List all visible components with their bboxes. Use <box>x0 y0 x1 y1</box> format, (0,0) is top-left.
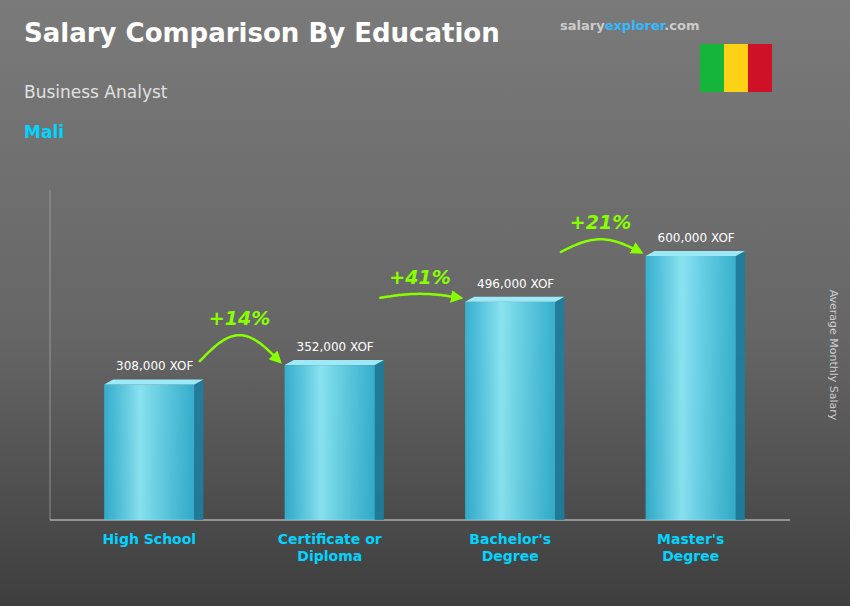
arcs <box>200 239 640 361</box>
x-tick-label: Master'sDegree <box>657 531 724 564</box>
source-part: salary <box>560 18 605 33</box>
y-axis-label: Average Monthly Salary <box>827 290 840 421</box>
flag-stripe <box>724 44 748 92</box>
bar-group <box>285 360 384 520</box>
data-label: 308,000 XOF <box>116 359 193 373</box>
data-label: 600,000 XOF <box>658 231 735 245</box>
bar-group <box>465 297 564 520</box>
flag-stripe <box>748 44 772 92</box>
source: salaryexplorer.com <box>560 18 699 33</box>
bar-top <box>465 297 564 302</box>
annotation: +21% <box>570 211 631 233</box>
bar-side <box>555 297 564 520</box>
x-tick-label: Bachelor'sDegree <box>469 531 551 564</box>
chart-container: Salary Comparison By Education Business A… <box>0 0 850 606</box>
bar <box>465 302 555 520</box>
bar-group <box>104 379 203 520</box>
country: Mali <box>24 122 64 142</box>
bar-side <box>375 360 384 520</box>
bar <box>285 365 375 520</box>
data-labels: 308,000 XOF 352,000 XOF 496,000 XOF 600,000… <box>116 231 735 373</box>
flag-stripe <box>700 44 724 92</box>
x-tick-labels: High School Certificate orDiploma Bachelor… <box>102 531 724 564</box>
chart: Salary Comparison By Education Business A… <box>0 0 850 606</box>
x-tick-label: Certificate orDiploma <box>278 531 382 564</box>
data-label: 496,000 XOF <box>477 277 554 291</box>
bar <box>104 384 194 520</box>
bar-top <box>646 251 745 256</box>
source-part: .com <box>664 18 699 33</box>
subtitle: Business Analyst <box>24 82 168 102</box>
arc-arrow <box>200 335 279 361</box>
bar <box>646 256 736 520</box>
bar-group <box>646 251 745 520</box>
title: Salary Comparison By Education <box>24 18 500 48</box>
annotations: +14% +41% +21% <box>209 211 631 329</box>
flag <box>700 44 772 92</box>
source-part: explorer <box>605 18 667 33</box>
bar-top <box>104 379 203 384</box>
arc-arrow <box>380 294 459 298</box>
y-axis-line <box>50 190 51 520</box>
bar-top <box>285 360 384 365</box>
bar-side <box>736 251 745 520</box>
bar-side <box>194 379 203 520</box>
background <box>0 0 850 606</box>
annotation: +14% <box>209 307 270 329</box>
arc-arrow <box>561 239 640 252</box>
annotation: +41% <box>389 266 450 288</box>
x-tick-label: High School <box>102 531 196 547</box>
bars <box>104 251 745 520</box>
data-label: 352,000 XOF <box>297 340 374 354</box>
